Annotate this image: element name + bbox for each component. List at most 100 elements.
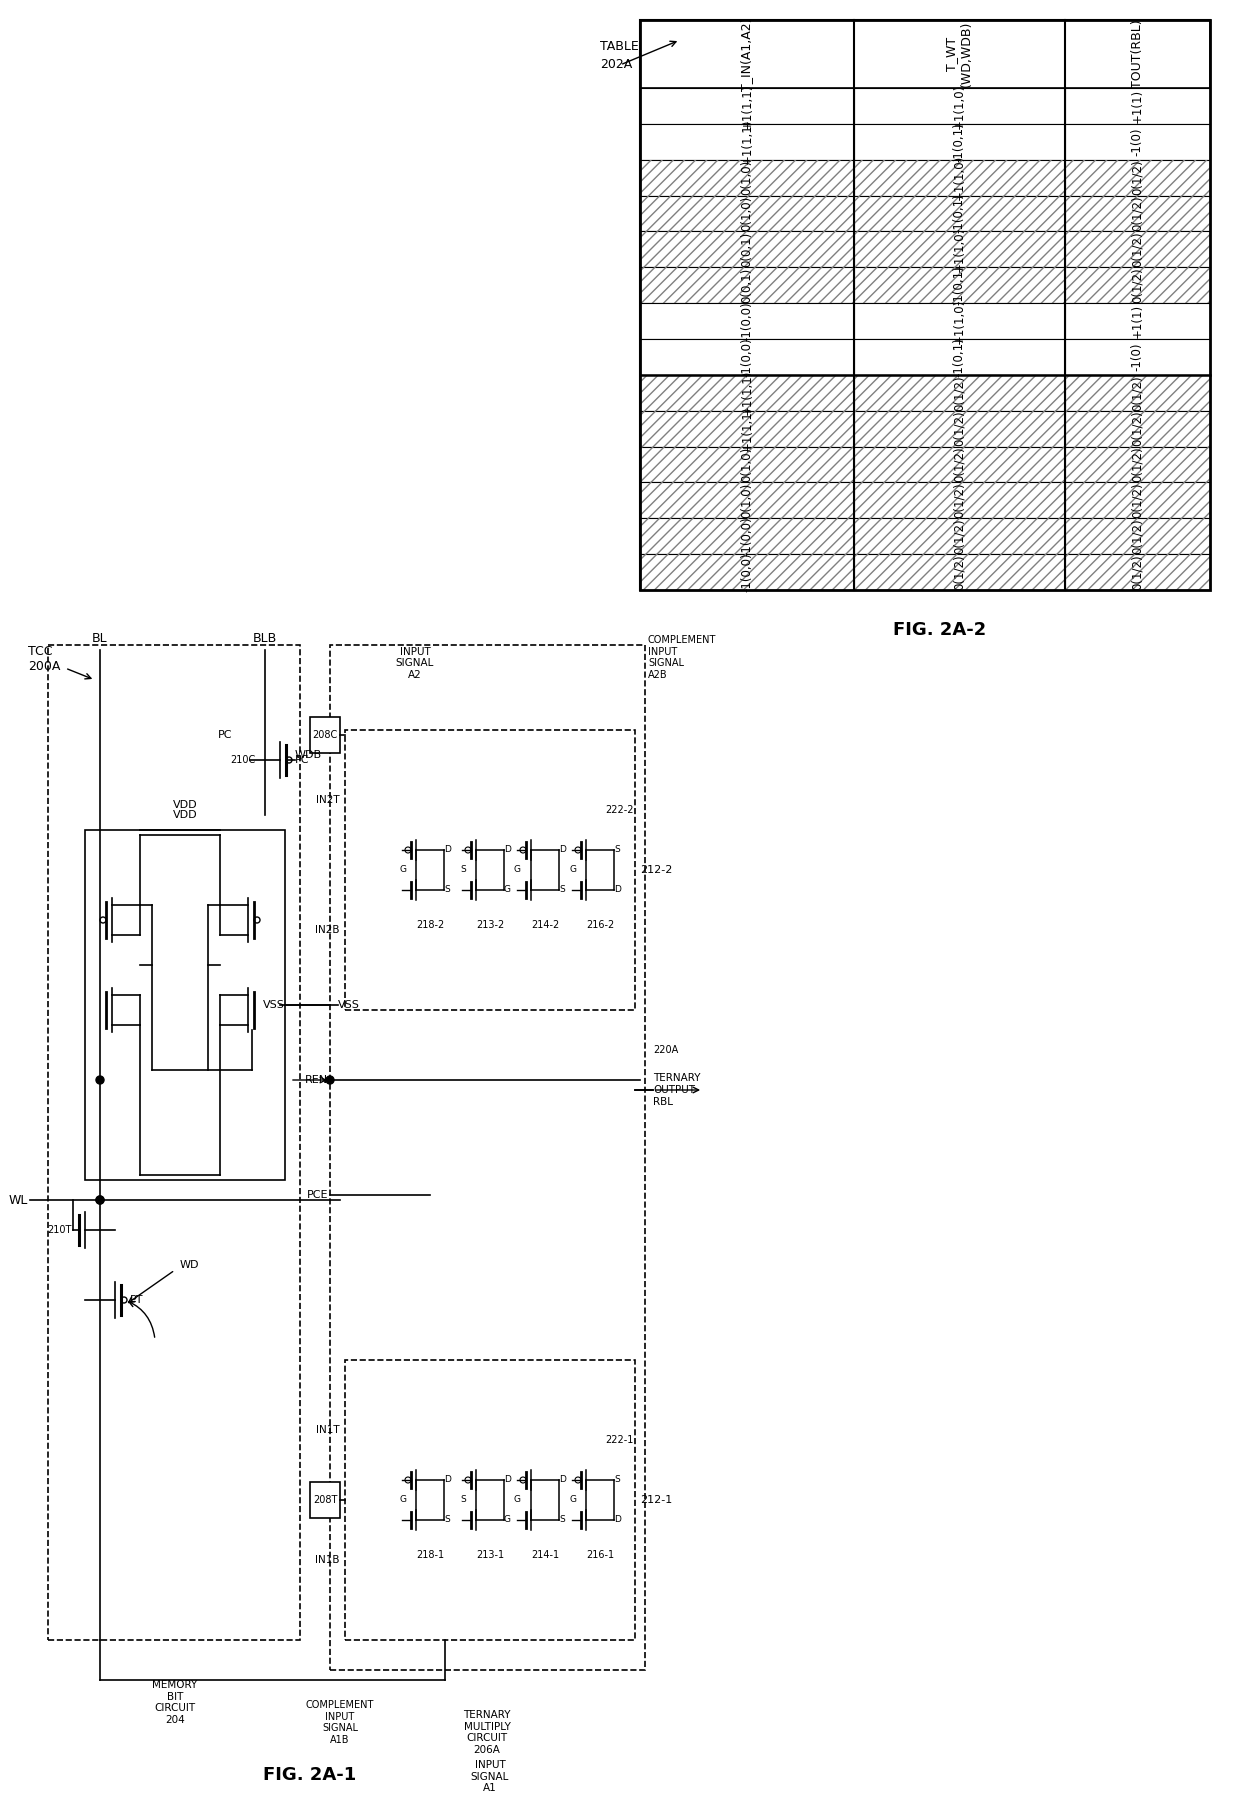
Bar	[854, 20, 1065, 88]
Text: 0(1/2): 0(1/2)	[952, 411, 966, 447]
Bar	[640, 20, 854, 88]
Bar	[1065, 232, 1210, 268]
Bar	[640, 339, 854, 375]
Text: WDB: WDB	[295, 751, 322, 760]
Bar	[310, 717, 340, 753]
Bar	[1065, 483, 1210, 519]
Bar	[640, 555, 854, 591]
Text: 0(1/2): 0(1/2)	[952, 483, 966, 519]
Text: INPUT
SIGNAL
A2: INPUT SIGNAL A2	[396, 647, 434, 681]
Bar	[640, 375, 854, 411]
Bar	[1065, 304, 1210, 339]
Text: 208C: 208C	[312, 729, 337, 740]
Text: D: D	[444, 1476, 451, 1485]
Text: -1(0,0): -1(0,0)	[740, 551, 754, 593]
Text: IN1T: IN1T	[316, 1424, 340, 1435]
Bar	[640, 232, 854, 268]
Bar	[640, 124, 854, 160]
Bar	[854, 196, 1065, 232]
Text: 0(1/2): 0(1/2)	[1131, 447, 1143, 483]
Text: IN2B: IN2B	[315, 925, 340, 936]
Text: S: S	[559, 885, 564, 894]
Bar	[854, 483, 1065, 519]
Text: 0(1/2): 0(1/2)	[1131, 411, 1143, 447]
Text: IN1B: IN1B	[315, 1555, 340, 1564]
Bar	[640, 555, 854, 591]
Bar	[854, 268, 1065, 304]
Text: 0(0,1): 0(0,1)	[740, 232, 754, 268]
Text: 0(1/2): 0(1/2)	[1131, 375, 1143, 411]
Text: PC: PC	[295, 754, 310, 765]
Text: G: G	[515, 866, 521, 875]
Bar	[640, 268, 854, 304]
Text: TABLE: TABLE	[600, 40, 639, 54]
Bar	[1065, 124, 1210, 160]
Bar	[640, 160, 854, 196]
Text: 222-2: 222-2	[605, 805, 634, 815]
Text: -1(0,1): -1(0,1)	[952, 194, 966, 233]
Text: 212-1: 212-1	[640, 1494, 672, 1505]
Text: G: G	[503, 1516, 511, 1525]
Bar	[854, 124, 1065, 160]
Text: G: G	[503, 885, 511, 894]
Circle shape	[326, 1076, 334, 1085]
Text: VSS: VSS	[339, 1000, 360, 1009]
Circle shape	[95, 1076, 104, 1085]
Text: G: G	[399, 1496, 405, 1505]
Text: INPUT
SIGNAL
A1: INPUT SIGNAL A1	[471, 1760, 510, 1792]
Bar	[640, 519, 854, 555]
Text: COMPLEMENT
INPUT
SIGNAL
A2B: COMPLEMENT INPUT SIGNAL A2B	[649, 636, 717, 681]
Text: -1(0,1): -1(0,1)	[952, 122, 966, 162]
Text: +1(1): +1(1)	[1131, 88, 1143, 122]
Bar	[640, 483, 854, 519]
Bar	[1065, 375, 1210, 411]
Text: D: D	[503, 846, 511, 855]
Text: G: G	[569, 866, 577, 875]
Text: 0(1/2): 0(1/2)	[1131, 268, 1143, 304]
Bar	[640, 411, 854, 447]
Bar	[1065, 555, 1210, 591]
Bar	[330, 645, 645, 1670]
Bar	[1065, 447, 1210, 483]
Text: BLB: BLB	[253, 632, 277, 645]
Text: D: D	[614, 885, 621, 894]
Text: 0(1/2): 0(1/2)	[1131, 483, 1143, 519]
Text: -1(0,1): -1(0,1)	[952, 338, 966, 377]
Bar	[854, 555, 1065, 591]
Text: IN2T: IN2T	[316, 796, 340, 805]
Bar	[640, 20, 1210, 591]
Bar	[854, 339, 1065, 375]
Text: D: D	[559, 846, 565, 855]
Text: T_IN(A1,A2): T_IN(A1,A2)	[740, 18, 754, 92]
Bar	[854, 196, 1065, 232]
Text: 202A: 202A	[600, 57, 632, 72]
Circle shape	[95, 1196, 104, 1203]
Text: 200A: 200A	[29, 659, 61, 674]
Text: 0(1/2): 0(1/2)	[952, 447, 966, 483]
Bar	[640, 232, 854, 268]
Text: 0(1,0): 0(1,0)	[740, 447, 754, 481]
Text: +1(1,0): +1(1,0)	[952, 226, 966, 271]
Bar	[1065, 375, 1210, 411]
Text: 214-2: 214-2	[531, 920, 559, 930]
Bar	[1065, 411, 1210, 447]
Text: +1(1,1): +1(1,1)	[740, 83, 754, 129]
Text: G: G	[515, 1496, 521, 1505]
Text: 0(0,1): 0(0,1)	[740, 268, 754, 304]
Bar	[854, 411, 1065, 447]
Text: S: S	[559, 1516, 564, 1525]
Text: 210C: 210C	[229, 754, 255, 765]
Bar	[1065, 160, 1210, 196]
Bar	[640, 196, 854, 232]
Text: D: D	[503, 1476, 511, 1485]
Text: +1(1): +1(1)	[1131, 304, 1143, 338]
Bar	[1065, 555, 1210, 591]
Bar	[854, 555, 1065, 591]
Text: VDD: VDD	[172, 799, 197, 810]
Text: S: S	[460, 866, 466, 875]
Text: 218-1: 218-1	[415, 1550, 444, 1561]
Bar	[1065, 519, 1210, 555]
Bar	[854, 483, 1065, 519]
Text: D: D	[444, 846, 451, 855]
Circle shape	[95, 1196, 104, 1203]
